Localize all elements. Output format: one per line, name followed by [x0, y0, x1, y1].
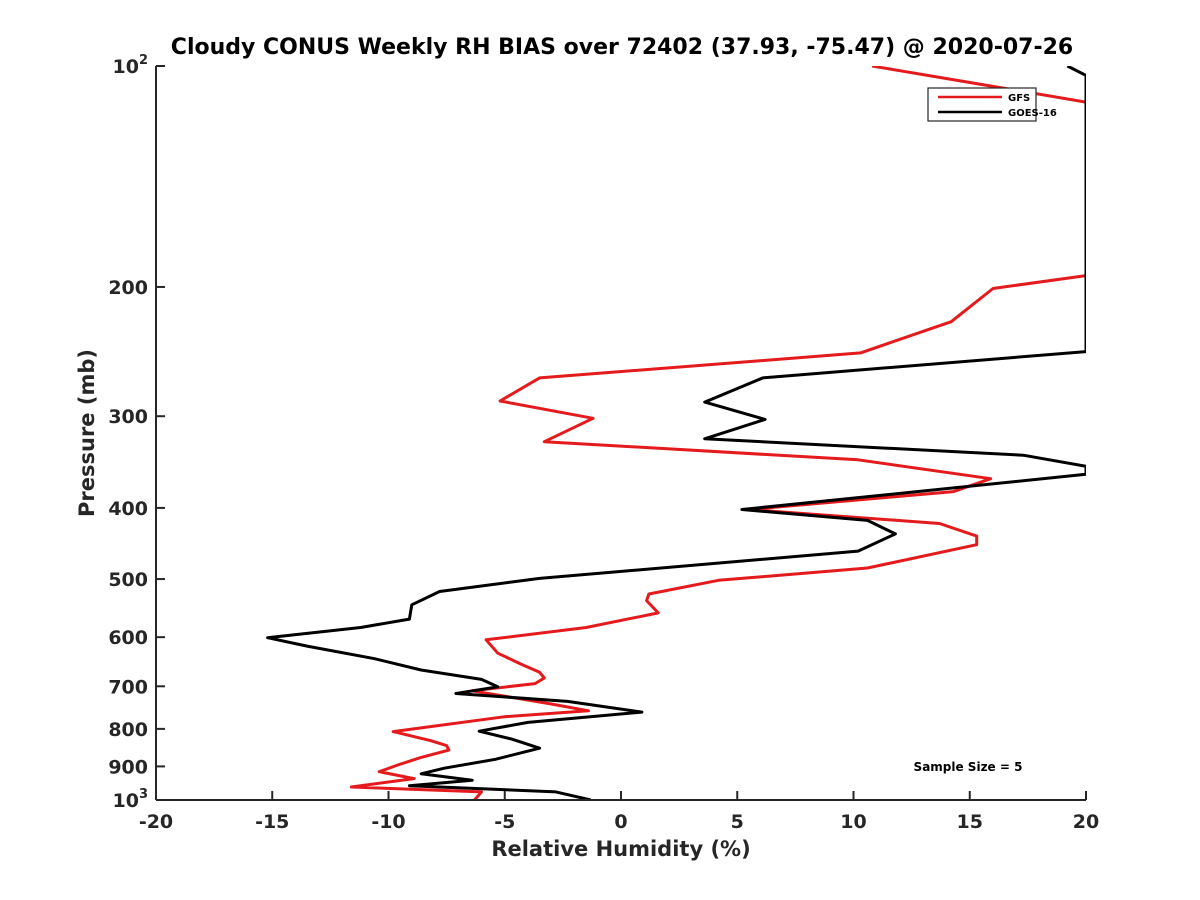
axes: -20 -15 -10 -5 0 5 10 15 20 102 200 300 400 500 600 700…: [108, 53, 1099, 833]
y-tick-label: 300: [108, 406, 148, 428]
y-tick-label: 500: [108, 569, 148, 591]
y-tick-label: 400: [108, 498, 148, 520]
x-tick-label: 20: [1073, 811, 1099, 833]
x-tick-label: -5: [494, 811, 515, 833]
y-tick-label: 600: [108, 627, 148, 649]
y-tick-label: 102: [113, 53, 149, 78]
legend: GFS GOES-16: [927, 87, 1057, 122]
y-tick-label: 700: [108, 676, 148, 698]
legend-label-goes16: GOES-16: [1008, 108, 1057, 119]
y-tick-label: 200: [108, 277, 148, 299]
x-tick-label: 0: [614, 811, 627, 833]
x-tick-label: 15: [957, 811, 983, 833]
series-line-gfs: [349, 66, 1086, 800]
x-tick-label: -10: [371, 811, 405, 833]
legend-box: [927, 87, 1037, 122]
y-axis-label: Pressure (mb): [75, 349, 99, 517]
series-line-goes16: [266, 66, 1086, 800]
x-tick-label: -20: [139, 811, 173, 833]
x-tick-label: -15: [255, 811, 289, 833]
y-tick-label: 103: [113, 787, 149, 812]
x-tick-label: 5: [731, 811, 744, 833]
legend-label-gfs: GFS: [1008, 93, 1030, 104]
sample-size-annotation: Sample Size = 5: [914, 760, 1023, 774]
y-tick-label: 800: [108, 719, 148, 741]
x-axis-label: Relative Humidity (%): [491, 837, 750, 861]
x-tick-label: 10: [840, 811, 866, 833]
y-tick-label: 900: [108, 756, 148, 778]
series-layer: [266, 66, 1086, 800]
chart-title: Cloudy CONUS Weekly RH BIAS over 72402 (…: [171, 35, 1073, 60]
